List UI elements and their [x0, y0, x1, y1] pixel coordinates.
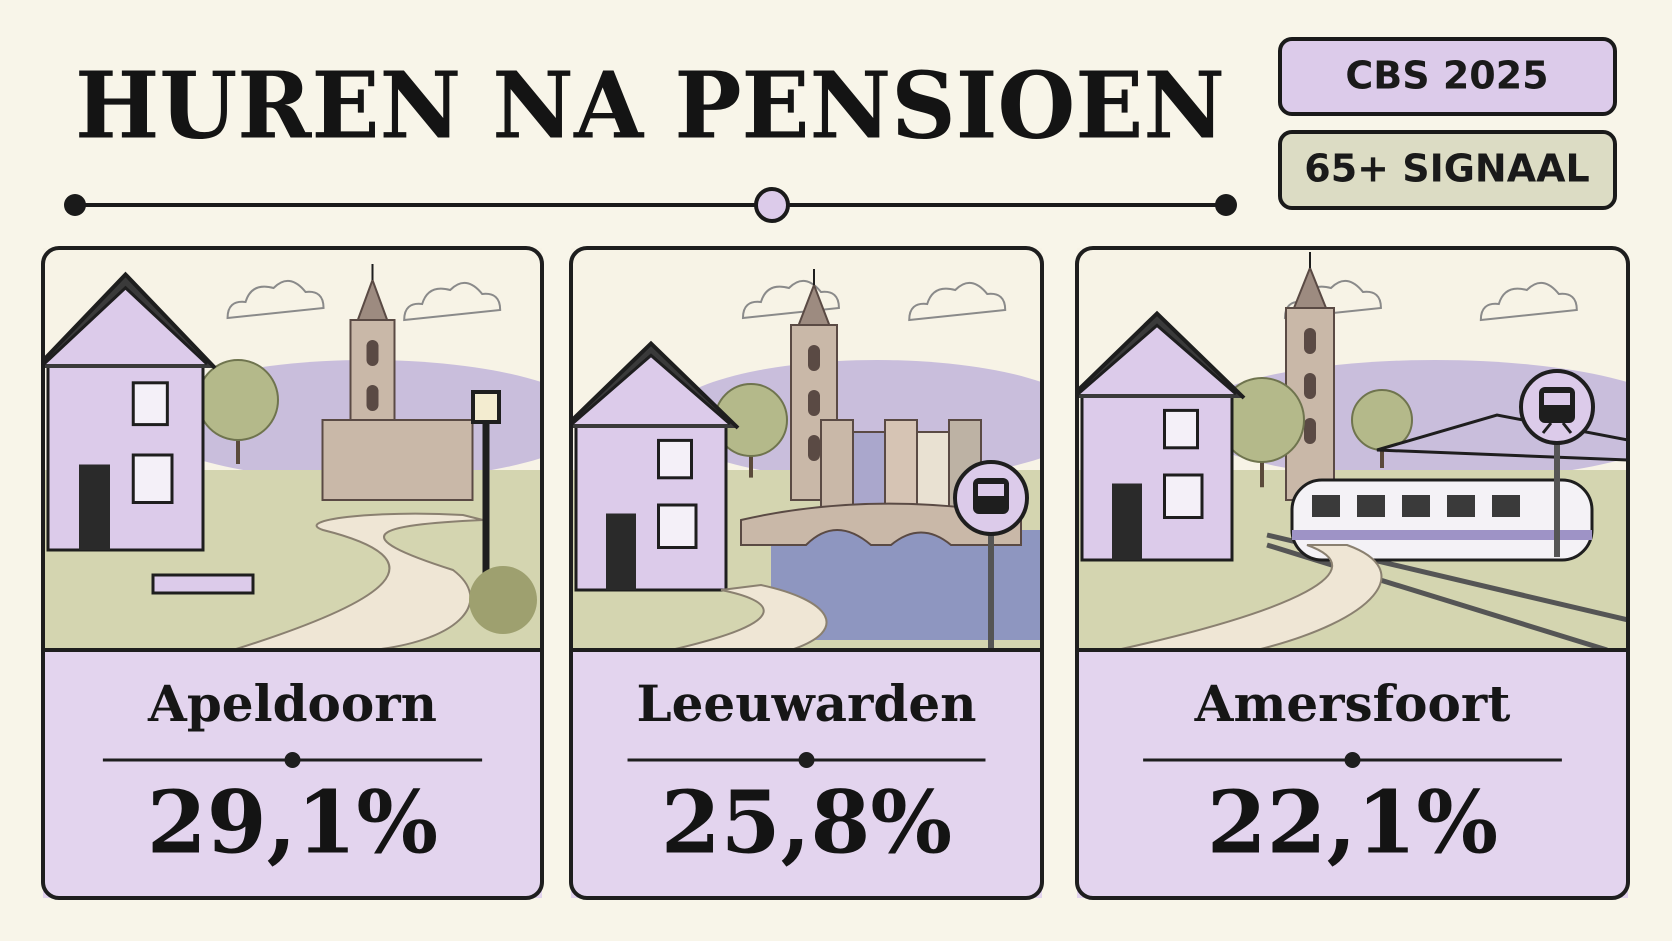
tower-window	[808, 345, 820, 371]
tower-window	[366, 385, 379, 411]
bush	[469, 566, 537, 634]
badge: CBS 2025	[1345, 54, 1548, 98]
label-panel	[571, 650, 1042, 898]
badge-box	[1278, 37, 1617, 116]
cloud	[908, 282, 1007, 322]
tree-crown	[197, 359, 279, 441]
train-window	[1402, 495, 1430, 517]
house-window	[131, 381, 169, 427]
train-window	[1357, 495, 1385, 517]
church	[321, 419, 474, 501]
card-divider-dot	[1344, 752, 1361, 768]
tower-top	[356, 277, 389, 321]
train-window	[1312, 495, 1340, 517]
cloud	[1479, 282, 1578, 322]
city: Apeldoorn	[147, 674, 437, 733]
bench	[151, 573, 255, 595]
house-window	[1163, 408, 1199, 450]
card-divider-dot	[284, 752, 301, 768]
house-wall	[1080, 388, 1234, 562]
tower-window	[1304, 328, 1316, 354]
city: Amersfoort	[1194, 674, 1511, 733]
house-window	[657, 503, 698, 549]
label-panel	[1077, 650, 1628, 898]
divider-dot	[754, 187, 790, 223]
tower-top	[1292, 265, 1328, 309]
house-window	[131, 453, 174, 504]
divider-dot	[1215, 194, 1237, 216]
house-roof-edge	[43, 285, 209, 366]
tower-window	[808, 435, 820, 461]
value: 25,8%	[661, 773, 952, 874]
card-divider-dot	[798, 752, 815, 768]
house-wall	[574, 418, 728, 592]
facade	[820, 419, 854, 511]
house-wall	[46, 358, 205, 552]
platform-roof	[1376, 413, 1628, 462]
tower-window	[1304, 418, 1316, 444]
label-panel	[43, 650, 542, 898]
cloud	[741, 280, 840, 320]
house-roof-edge	[571, 353, 731, 426]
page-title: HUREN NA PENSIOEN	[75, 52, 1225, 160]
bridge	[740, 502, 1022, 546]
house-door	[606, 513, 636, 590]
tower-window	[1304, 373, 1316, 399]
sign-icon-window	[1544, 393, 1570, 405]
tower-top	[797, 282, 831, 326]
divider-dot	[64, 194, 86, 216]
badge-box	[1278, 130, 1617, 210]
tower-window	[808, 390, 820, 416]
cloud	[226, 280, 325, 320]
card-frame	[41, 246, 544, 900]
train-window	[1447, 495, 1475, 517]
illustration	[1077, 248, 1628, 650]
sign-icon-rails	[1541, 422, 1573, 434]
tower-window	[366, 340, 379, 366]
lamp-head	[471, 390, 501, 424]
badge: 65+ SIGNAAL	[1304, 147, 1589, 191]
value: 22,1%	[1207, 773, 1498, 874]
house-window	[657, 438, 693, 480]
house-door	[79, 464, 110, 550]
house-window	[1163, 473, 1204, 519]
sign-icon-window	[978, 484, 1004, 496]
house-roof-edge	[1077, 323, 1237, 396]
facade	[884, 419, 918, 511]
cloud	[1283, 280, 1382, 320]
path	[670, 583, 828, 650]
illustration	[43, 248, 542, 650]
card-frame	[569, 246, 1044, 900]
train-window	[1492, 495, 1520, 517]
train-stripe	[1292, 530, 1592, 540]
value: 29,1%	[147, 773, 438, 874]
city: Leeuwarden	[636, 674, 976, 733]
cloud	[403, 282, 502, 322]
illustration	[571, 248, 1042, 650]
card-frame	[1075, 246, 1630, 900]
house-door	[1112, 483, 1142, 560]
path	[1116, 544, 1383, 650]
